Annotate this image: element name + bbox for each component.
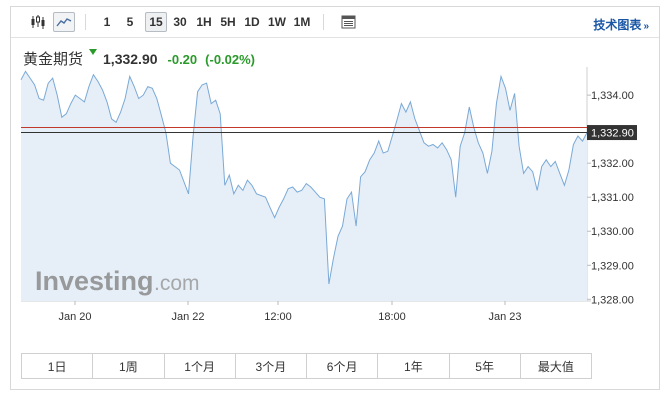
- price-change: -0.20: [167, 52, 198, 67]
- toolbar-divider: [85, 14, 86, 30]
- technical-chart-link[interactable]: 技术图表»: [593, 16, 649, 33]
- x-tick-label: 18:00: [378, 311, 406, 323]
- range-1w[interactable]: 1周: [93, 354, 165, 378]
- price-area-fill: [21, 71, 587, 301]
- timeframe-1w[interactable]: 1W: [268, 15, 286, 29]
- chart-toolbar: 1 5 15 30 1H 5H 1D 1W 1M 技术图表»: [11, 7, 659, 38]
- line-chart-icon[interactable]: [53, 12, 75, 32]
- y-tick-label: 1,331.00: [591, 192, 634, 204]
- range-6m[interactable]: 6个月: [307, 354, 379, 378]
- timeframe-5h[interactable]: 5H: [220, 15, 236, 29]
- timeframe-5[interactable]: 5: [126, 15, 134, 29]
- price-chart-svg: Investing .com 1,334.001,332.001,331.001…: [20, 67, 637, 323]
- watermark-suffix: .com: [154, 272, 200, 295]
- last-price: 1,332.90: [103, 51, 158, 67]
- x-tick-label: Jan 20: [58, 311, 91, 323]
- timeframe-1d[interactable]: 1D: [244, 15, 260, 29]
- last-price-badge: 1,332.90: [587, 125, 637, 141]
- x-tick-label: Jan 23: [488, 311, 521, 323]
- x-axis: Jan 20 Jan 22 12:00 18:00 Jan 23: [58, 301, 522, 323]
- range-3m[interactable]: 3个月: [236, 354, 307, 378]
- x-tick-label: 12:00: [264, 311, 292, 323]
- timeframe-1h[interactable]: 1H: [196, 15, 212, 29]
- investing-watermark: Investing .com: [35, 266, 200, 296]
- instrument-name: 黄金期货: [23, 51, 84, 68]
- price-change-percent: (-0.02%): [205, 52, 256, 67]
- range-max[interactable]: 最大值: [537, 359, 574, 374]
- range-5y[interactable]: 5年: [450, 354, 521, 378]
- range-1d[interactable]: 1日: [22, 354, 94, 378]
- double-chevron-right-icon: »: [643, 21, 649, 32]
- x-tick-label: Jan 22: [171, 311, 204, 323]
- timeframe-30[interactable]: 30: [173, 15, 187, 29]
- chart-widget: 1 5 15 30 1H 5H 1D 1W 1M 技术图表» 黄金期货 1,33…: [10, 6, 660, 390]
- down-triangle-icon: [89, 49, 98, 55]
- timeframe-1m[interactable]: 1M: [293, 15, 311, 29]
- range-1m[interactable]: 1个月: [165, 354, 236, 378]
- y-tick-label: 1,332.00: [591, 158, 634, 170]
- price-line: [20, 70, 588, 285]
- timeframe-1[interactable]: 1: [103, 15, 111, 29]
- last-price-badge-label: 1,332.90: [591, 128, 634, 140]
- y-tick-label: 1,330.00: [591, 226, 634, 238]
- price-chart[interactable]: Investing .com 1,334.00 1,332.00 1,331.00 1…: [11, 7, 659, 352]
- y-axis: 1,334.00 1,332.00 1,331.00 1,330.00 1,329.00…: [587, 90, 634, 306]
- y-tick-label: 1,328.00: [591, 294, 634, 306]
- y-tick-label: 1,329.00: [591, 260, 634, 272]
- range-1y[interactable]: 1年: [378, 354, 450, 378]
- table-icon[interactable]: [337, 12, 359, 32]
- candlestick-icon[interactable]: [27, 12, 49, 32]
- y-tick-label: 1,334.00: [591, 90, 634, 102]
- technical-chart-label: 技术图表: [593, 18, 642, 32]
- range-selector: 1日 1周 1个月 3个月 6个月 1年 5年 最大值: [21, 353, 592, 379]
- timeframe-15[interactable]: 15: [145, 12, 167, 32]
- watermark-brand: Investing: [35, 266, 154, 296]
- toolbar-divider: [323, 14, 324, 30]
- quote-header: 黄金期货 1,332.90 -0.20 (-0.02%): [23, 48, 255, 70]
